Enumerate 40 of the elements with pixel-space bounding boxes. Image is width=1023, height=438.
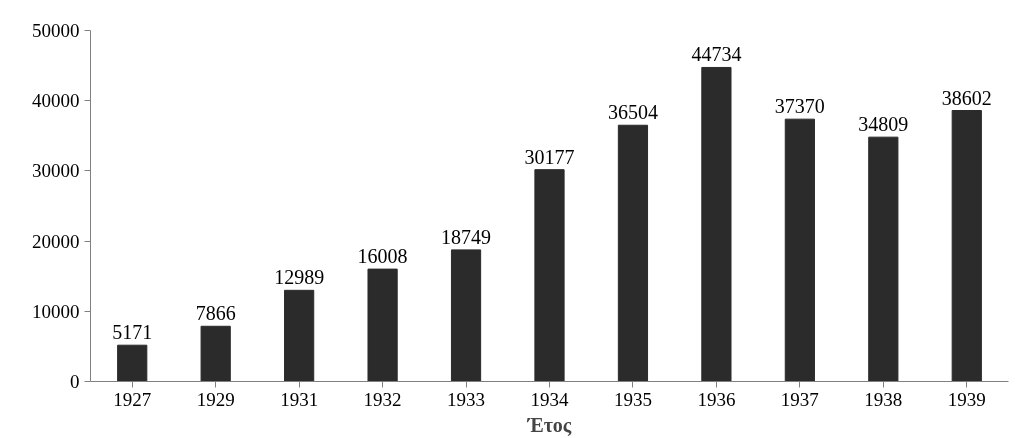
x-tick-label: 1936 bbox=[697, 388, 736, 410]
bar bbox=[284, 289, 315, 382]
x-tick-label: 1933 bbox=[447, 388, 486, 410]
data-label: 38602 bbox=[941, 86, 992, 109]
bar bbox=[367, 268, 398, 382]
x-tick-label: 1935 bbox=[613, 388, 652, 410]
y-tick-label: 30000 bbox=[32, 160, 80, 182]
y-tick-label: 20000 bbox=[32, 230, 80, 252]
data-label: 18749 bbox=[441, 225, 492, 248]
bar bbox=[951, 110, 982, 382]
y-tick-label: 40000 bbox=[32, 90, 80, 112]
bar bbox=[117, 344, 148, 382]
bar bbox=[617, 124, 649, 382]
data-label: 44734 bbox=[691, 43, 742, 66]
bar bbox=[784, 118, 815, 382]
y-tick-label: 50000 bbox=[32, 20, 80, 41]
data-label: 16008 bbox=[357, 245, 408, 268]
bar bbox=[701, 66, 732, 382]
data-label: 37370 bbox=[774, 95, 825, 118]
data-label: 30177 bbox=[524, 145, 575, 168]
data-label: 34809 bbox=[858, 113, 909, 136]
x-tick-label: 1932 bbox=[363, 388, 402, 410]
x-axis-title: Έτος bbox=[526, 413, 572, 437]
x-tick-label: 1929 bbox=[196, 388, 235, 410]
data-label: 12989 bbox=[274, 266, 325, 289]
bar bbox=[200, 325, 231, 382]
x-tick-label: 1939 bbox=[947, 388, 986, 410]
data-label: 36504 bbox=[607, 101, 658, 124]
bar bbox=[868, 136, 899, 382]
y-tick-label: 10000 bbox=[32, 300, 80, 322]
x-tick-label: 1938 bbox=[864, 388, 903, 410]
y-tick-label: 0 bbox=[70, 371, 80, 392]
bar bbox=[450, 249, 482, 382]
data-label: 5171 bbox=[112, 321, 153, 344]
x-tick-label: 1937 bbox=[780, 388, 819, 410]
bar bbox=[534, 169, 565, 382]
x-tick-label: 1934 bbox=[530, 388, 569, 410]
data-label: 7866 bbox=[195, 302, 236, 325]
x-tick-label: 1931 bbox=[280, 388, 319, 410]
x-tick-label: 1927 bbox=[113, 388, 152, 410]
